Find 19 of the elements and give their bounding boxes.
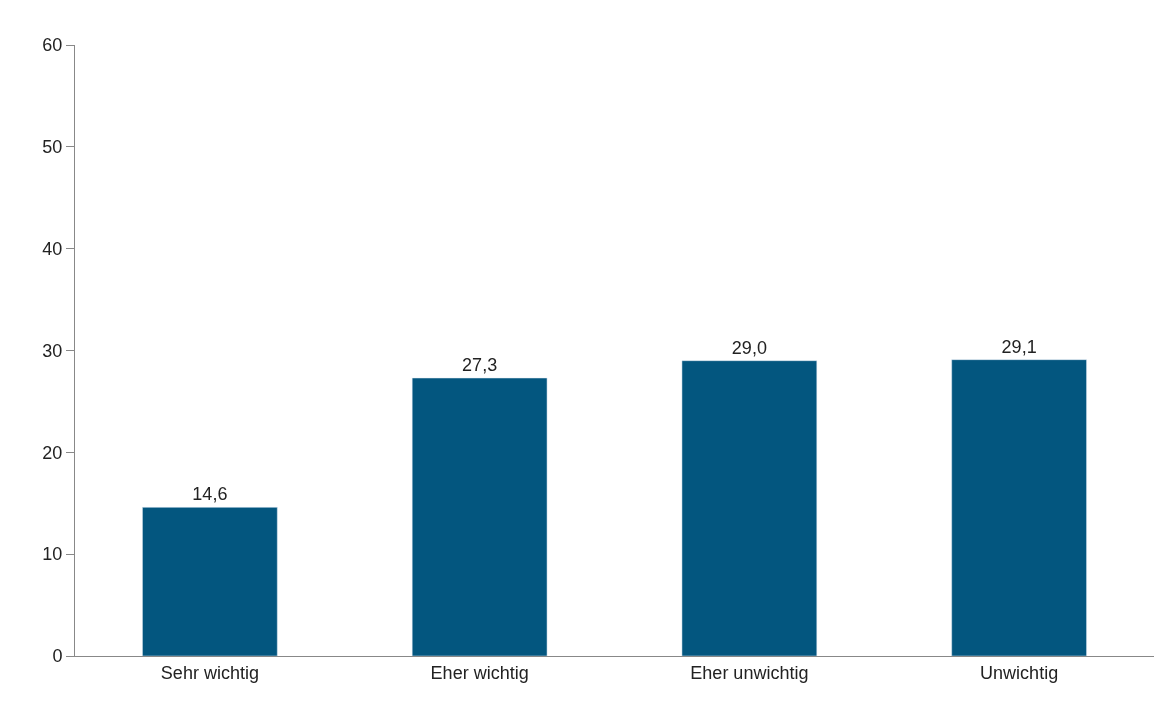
y-tick-label: 50 xyxy=(42,137,63,158)
data-label: 14,6 xyxy=(192,484,228,505)
y-tick-label: 0 xyxy=(52,646,63,667)
x-tick-label: Eher wichtig xyxy=(430,662,529,683)
y-tick-label: 20 xyxy=(42,442,63,463)
y-tick-label: 40 xyxy=(42,238,63,259)
bar xyxy=(681,360,818,656)
x-tick-label: Sehr wichtig xyxy=(160,662,259,683)
x-tick-label: Eher unwichtig xyxy=(690,662,809,683)
data-label: 29,1 xyxy=(1001,336,1037,357)
bar xyxy=(411,377,548,656)
x-tick-label: Unwichtig xyxy=(980,662,1059,683)
bar xyxy=(951,359,1087,656)
y-tick-label: 10 xyxy=(42,544,63,565)
data-label: 29,0 xyxy=(731,337,767,358)
y-tick-label: 30 xyxy=(42,340,63,361)
bar xyxy=(142,507,278,656)
data-label: 27,3 xyxy=(462,355,498,375)
y-tick-label: 60 xyxy=(42,35,63,56)
